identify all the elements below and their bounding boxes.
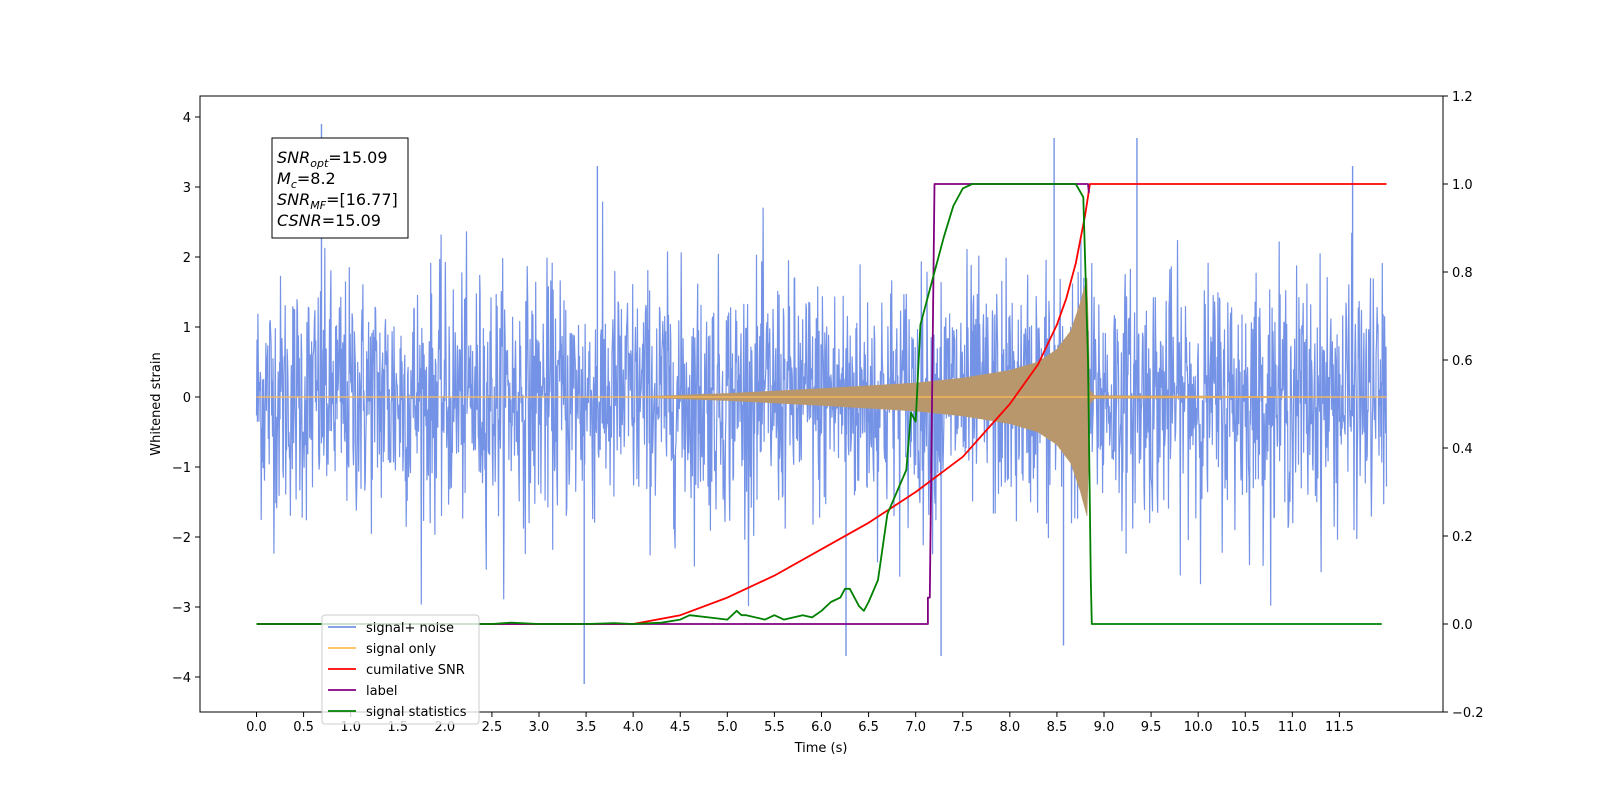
x-tick-label: 9.5 [1141, 720, 1162, 735]
series-label-line [256, 183, 1090, 625]
x-tick-label: 6.5 [858, 720, 879, 735]
legend-label: label [366, 684, 397, 699]
x-tick-label: 0.5 [293, 720, 314, 735]
y-tick-label: 4 [183, 111, 191, 126]
x-tick-label: 5.5 [764, 720, 785, 735]
y2-tick-label: −0.2 [1452, 706, 1484, 721]
snr-annotation-box: SNRopt=15.09Mc=8.2SNRMF=[16.77]CSNR=15.0… [271, 137, 409, 239]
series-cumilative-snr-line [256, 183, 1387, 625]
annotation-frame [271, 137, 409, 239]
y-tick-label: −3 [172, 601, 191, 616]
y-tick-label: 2 [183, 251, 191, 266]
y2-tick-label: 0.0 [1452, 618, 1473, 633]
annotation-line: SNRopt=15.09 [277, 148, 388, 170]
x-tick-label: 3.5 [576, 720, 597, 735]
y-tick-label: −2 [172, 531, 191, 546]
x-tick-label: 0.0 [246, 720, 267, 735]
annotation-line: CSNR=15.09 [277, 211, 381, 230]
x-tick-label: 7.5 [952, 720, 973, 735]
x-tick-label: 4.0 [623, 720, 644, 735]
y2-tick-label: 0.4 [1452, 442, 1473, 457]
y-axis-label: Whitened strain [149, 352, 164, 455]
series-signal-statistics-line [256, 183, 1382, 625]
series-signal-only [256, 277, 1387, 517]
legend: signal+ noise signal only cumilative SNR la… [321, 614, 480, 725]
x-tick-label: 10.0 [1184, 720, 1213, 735]
x-tick-label: 5.0 [717, 720, 738, 735]
y-tick-label: −4 [172, 671, 191, 686]
y-axis-right: 1.2 1.0 0.8 0.6 0.4 0.2 0.0 −0.2 [1443, 90, 1484, 721]
y-axis-left: 4 3 2 1 0 −1 −2 −3 −4 [172, 111, 200, 686]
x-tick-label: 11.5 [1325, 720, 1354, 735]
x-tick-label: 8.0 [999, 720, 1020, 735]
legend-label: signal only [366, 642, 436, 657]
y-tick-label: −1 [172, 461, 191, 476]
y2-tick-label: 0.6 [1452, 354, 1473, 369]
y-tick-label: 1 [183, 321, 191, 336]
y2-tick-label: 0.2 [1452, 530, 1473, 545]
x-tick-label: 4.5 [670, 720, 691, 735]
annotation-line: SNRMF=[16.77] [277, 190, 398, 212]
y2-tick-label: 0.8 [1452, 266, 1473, 281]
y2-tick-label: 1.0 [1452, 178, 1473, 193]
x-tick-label: 9.0 [1094, 720, 1115, 735]
annotation-line: Mc=8.2 [277, 169, 336, 191]
x-tick-label: 10.5 [1231, 720, 1260, 735]
x-tick-label: 6.0 [811, 720, 832, 735]
x-tick-label: 7.0 [905, 720, 926, 735]
signal-noise-line [255, 201, 1388, 607]
y2-tick-label: 1.2 [1452, 90, 1473, 105]
legend-label: signal statistics [366, 705, 467, 720]
x-tick-label: 3.0 [529, 720, 550, 735]
x-tick-label: 8.5 [1047, 720, 1068, 735]
x-axis-label: Time (s) [794, 741, 848, 756]
y-tick-label: 3 [183, 181, 191, 196]
series-signal-noise [255, 124, 1388, 684]
x-tick-label: 11.0 [1278, 720, 1307, 735]
x-tick-label: 2.5 [482, 720, 503, 735]
legend-frame [321, 614, 480, 725]
right-axis-series [256, 183, 1387, 625]
legend-label: signal+ noise [366, 621, 454, 636]
y-tick-label: 0 [183, 391, 191, 406]
legend-label: cumilative SNR [366, 663, 465, 678]
